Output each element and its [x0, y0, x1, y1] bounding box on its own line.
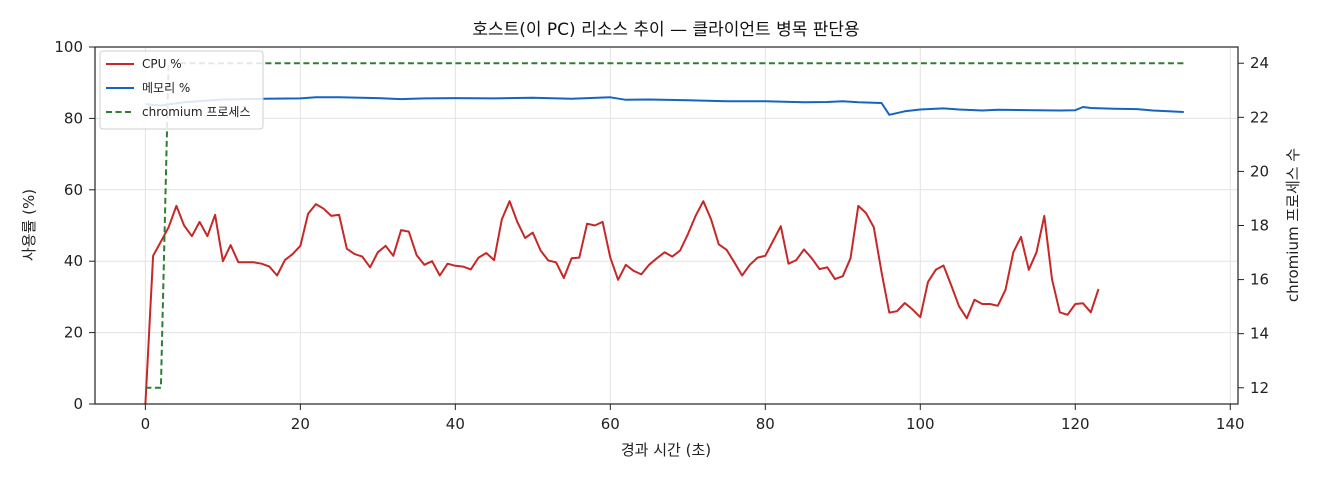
- chart-title: 호스트(이 PC) 리소스 추이 — 클라이언트 병목 판단용: [472, 20, 859, 40]
- legend: CPU % 메모리 % chromium 프로세스: [99, 50, 264, 130]
- y-tick-label: 60: [64, 181, 83, 199]
- y-tick-label: 40: [64, 252, 83, 270]
- x-tick-label: 20: [291, 415, 310, 433]
- y-axis-right: 12 14 16 18 20 22 24: [1238, 54, 1269, 397]
- y2-tick-label: 12: [1250, 379, 1269, 397]
- y2-tick-label: 20: [1250, 162, 1269, 180]
- y2-tick-label: 18: [1250, 217, 1269, 235]
- y-tick-label: 20: [64, 324, 83, 342]
- y-axis-left: 0 20 40 60 80 100: [54, 38, 95, 413]
- y2-tick-label: 24: [1250, 54, 1269, 72]
- series-line-1: [144, 200, 1100, 405]
- legend-label: CPU %: [142, 57, 182, 71]
- y-tick-label: 80: [64, 109, 83, 127]
- x-tick-label: 80: [756, 415, 775, 433]
- legend-label: 메모리 %: [142, 81, 190, 95]
- x-tick-label: 0: [141, 415, 151, 433]
- x-axis-label: 경과 시간 (초): [621, 441, 711, 459]
- series-line-2: [145, 96, 1184, 116]
- y-tick-label: 100: [54, 38, 83, 56]
- legend-label: chromium 프로세스: [142, 105, 251, 119]
- y2-tick-label: 22: [1250, 108, 1269, 126]
- x-tick-label: 60: [601, 415, 620, 433]
- legend-box: [99, 50, 264, 130]
- x-tick-label: 120: [1061, 415, 1090, 433]
- y-tick-label: 0: [73, 395, 83, 413]
- y2-axis-label: chromium 프로세스 수: [1284, 148, 1302, 302]
- x-tick-label: 40: [446, 415, 465, 433]
- x-tick-label: 100: [906, 415, 935, 433]
- series-line-3: [145, 62, 1184, 389]
- series-group: [144, 62, 1184, 405]
- x-tick-label: 140: [1216, 415, 1245, 433]
- y-axis-label: 사용률 (%): [20, 189, 38, 261]
- y2-tick-label: 14: [1250, 325, 1269, 343]
- y2-tick-label: 16: [1250, 271, 1269, 289]
- x-axis: 0 20 40 60 80 100 120 140: [141, 404, 1245, 433]
